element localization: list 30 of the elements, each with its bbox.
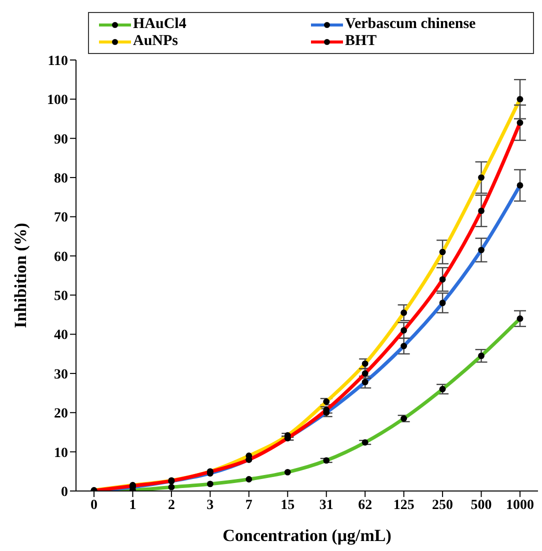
x-tick-label: 7 xyxy=(245,498,252,513)
x-axis-title: Concentration (μg/mL) xyxy=(222,526,392,545)
y-tick-label: 10 xyxy=(54,446,68,461)
y-tick-label: 80 xyxy=(54,172,68,187)
y-tick-label: 20 xyxy=(54,406,68,422)
legend-label: BHT xyxy=(345,33,377,50)
x-tick-label: 2 xyxy=(168,498,175,513)
x-tick-label: 250 xyxy=(432,498,454,513)
x-tick-label: 3 xyxy=(206,498,214,513)
legend-label: HAuCl4 xyxy=(133,16,186,33)
y-tick-label: 50 xyxy=(54,289,68,304)
x-tick-label: 0 xyxy=(90,498,98,513)
x-tick-label: 62 xyxy=(358,498,372,513)
y-axis-title: Inhibition (%) xyxy=(11,222,30,328)
x-tick-label: 31 xyxy=(319,498,334,513)
y-tick-label: 40 xyxy=(54,328,68,344)
x-tick-label: 500 xyxy=(470,498,492,513)
y-tick-label: 0 xyxy=(61,484,68,500)
legend-label: Verbascum chinense xyxy=(345,16,476,33)
y-tick-label: 70 xyxy=(54,210,68,226)
y-tick-label: 90 xyxy=(54,132,68,148)
x-tick-label: 125 xyxy=(393,498,414,513)
x-tick-label: 1000 xyxy=(506,498,534,513)
y-tick-label: 60 xyxy=(54,250,68,265)
y-tick-label: 110 xyxy=(48,54,68,69)
x-tick-label: 15 xyxy=(280,498,295,513)
x-tick-label: 1 xyxy=(129,498,136,513)
y-tick-label: 100 xyxy=(47,93,68,108)
legend-label: AuNPs xyxy=(133,33,178,50)
y-tick-label: 30 xyxy=(54,367,68,382)
